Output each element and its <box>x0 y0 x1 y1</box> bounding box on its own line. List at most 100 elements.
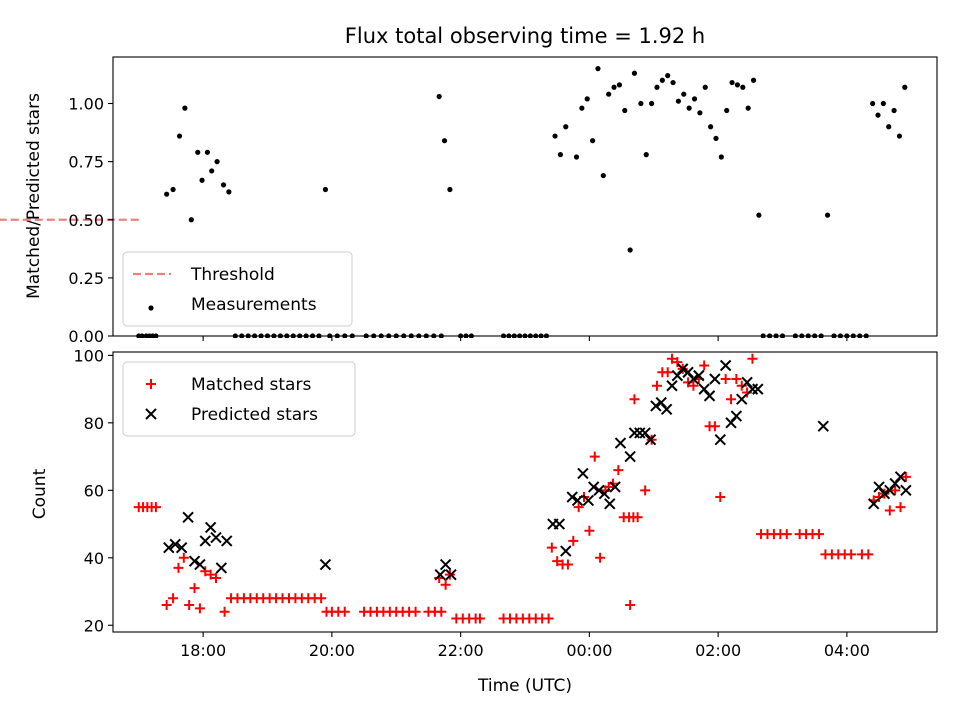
measurements-point <box>670 79 676 86</box>
measurements-point <box>643 152 649 158</box>
predicted-stars-point <box>693 369 705 382</box>
measurements-point <box>734 82 741 88</box>
matched-stars-point <box>562 559 573 570</box>
measurements-point <box>552 133 558 139</box>
top-y-tick-label: 0.25 <box>68 269 104 288</box>
predicted-stars-point <box>628 427 641 439</box>
measurements-point <box>654 84 660 90</box>
legend-predicted-stars-label: Predicted stars <box>191 405 318 425</box>
measurements-point <box>199 177 205 183</box>
legend-matched-stars-label: Matched stars <box>191 375 311 395</box>
matched-stars-point <box>595 552 606 563</box>
matched-stars-point <box>781 529 792 540</box>
measurements-point <box>902 84 908 90</box>
measurements-point <box>691 96 698 102</box>
measurements-point <box>214 159 220 165</box>
measurements-point <box>649 100 655 107</box>
matched-stars-point <box>589 451 600 462</box>
matched-stars-point <box>863 549 874 560</box>
measurements-point <box>880 100 886 107</box>
chart-title: Flux total observing time = 1.92 h <box>345 24 705 48</box>
predicted-stars-point <box>878 487 891 500</box>
measurements-point <box>220 182 227 188</box>
predicted-stars-point <box>182 511 194 524</box>
predicted-stars-point <box>169 538 181 550</box>
bottom-markers <box>133 353 912 624</box>
measurements-point <box>896 133 903 139</box>
top-axes-frame <box>112 56 938 337</box>
matched-stars-point <box>613 465 624 476</box>
predicted-stars-point <box>714 434 726 446</box>
matched-stars-point <box>890 485 901 496</box>
bottom-panel: 20 40 60 80 100 18:00 20:00 22:00 00:00 02:00 04:0… <box>73 346 938 660</box>
x-axis-label: Time (UTC) <box>477 676 572 696</box>
measurements-point <box>745 105 751 111</box>
matched-stars-point <box>219 606 230 617</box>
matched-stars-point <box>161 600 172 611</box>
matched-stars-point <box>715 492 726 503</box>
measurements-point <box>681 91 687 97</box>
predicted-stars-point <box>566 491 578 503</box>
matched-stars-point <box>178 552 189 563</box>
predicted-stars-point <box>587 481 600 493</box>
predicted-stars-point <box>894 471 907 483</box>
measurements-point <box>675 98 682 104</box>
matched-stars-point <box>625 600 636 611</box>
predicted-stars-point <box>199 535 211 547</box>
bottom-legend-box <box>122 361 356 437</box>
matched-stars-point <box>747 353 758 364</box>
matched-stars-point <box>440 579 451 590</box>
bottom-y-tick-label: 40 <box>84 549 104 568</box>
measurements-point <box>750 77 757 83</box>
measurements-point <box>557 152 564 158</box>
top-y-tick-label: 1.00 <box>68 95 104 114</box>
predicted-stars-point <box>609 481 621 493</box>
predicted-stars-point <box>604 498 616 510</box>
measurements-point <box>622 107 628 114</box>
measurements-point <box>595 66 601 72</box>
measurements-point <box>891 107 897 114</box>
top-legend: Threshold Measurements <box>122 251 353 327</box>
predicted-stars-point <box>571 494 584 507</box>
top-y-tick-label: 0.75 <box>68 153 104 172</box>
x-tick-label: 18:00 <box>180 641 226 660</box>
matched-stars-point <box>189 583 200 594</box>
predicted-stars-point <box>582 494 595 507</box>
matched-stars-point <box>736 380 747 391</box>
measurements-point <box>204 149 211 155</box>
matched-stars-point <box>709 421 720 432</box>
measurements-point <box>441 138 448 144</box>
matched-stars-point <box>688 380 699 391</box>
measurements-point <box>563 124 569 130</box>
measurements-point <box>195 149 201 155</box>
measurements-point <box>724 107 730 114</box>
predicted-stars-point <box>210 531 222 544</box>
bottom-y-tick-label: 80 <box>84 414 104 433</box>
predicted-stars-point <box>577 467 589 480</box>
measurements-point <box>616 82 623 88</box>
top-y-axis-label: Matched/Predicted stars <box>24 93 44 299</box>
measurements-point <box>176 133 183 139</box>
x-tick-label: 22:00 <box>438 641 484 660</box>
measurements-point <box>447 186 453 193</box>
matched-stars-point <box>546 542 557 553</box>
predicted-stars-point <box>175 541 188 554</box>
measurements-point <box>702 84 708 90</box>
measurements-point <box>708 124 714 130</box>
x-tick-label: 20:00 <box>309 641 355 660</box>
matched-stars-point <box>813 529 824 540</box>
predicted-stars-point <box>221 535 233 547</box>
predicted-stars-point <box>687 373 700 385</box>
x-tick-label: 00:00 <box>566 641 612 660</box>
legend-measurements-swatch <box>148 305 154 311</box>
matched-stars-point <box>200 566 211 577</box>
top-legend-box <box>122 251 353 327</box>
matched-stars-point <box>205 569 216 580</box>
matched-stars-point <box>651 380 662 391</box>
matched-stars-point <box>629 394 640 405</box>
predicted-stars-point <box>677 363 689 375</box>
matched-stars-point <box>436 606 447 617</box>
measurements-point <box>322 186 329 193</box>
predicted-stars-point <box>163 541 175 554</box>
